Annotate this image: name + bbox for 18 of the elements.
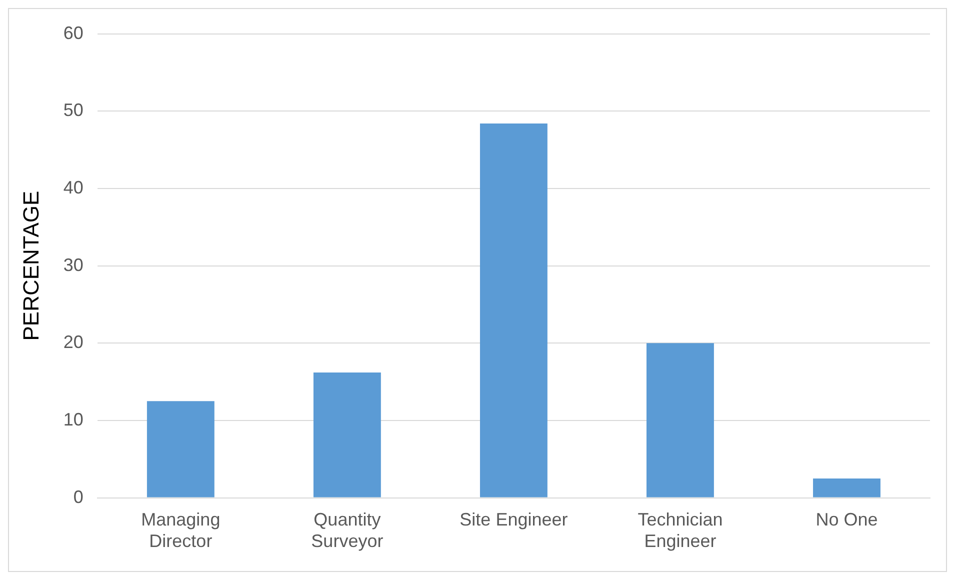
x-tick-label: Technician Engineer [638,510,723,552]
bar [480,124,548,498]
x-tick-label: Quantity Surveyor [311,510,384,552]
x-tick-label: Site Engineer [460,510,568,530]
y-tick-label: 30 [63,254,84,275]
x-tick-label: No One [816,510,878,530]
bar [146,401,214,498]
y-tick-label: 40 [63,177,84,198]
y-tick-label: 60 [63,22,84,43]
bar [646,343,714,498]
bar [813,478,880,498]
y-tick-label: 10 [63,409,84,430]
y-tick-label: 50 [63,100,84,120]
x-tick-label: Managing Director [141,510,220,552]
y-tick-label: 0 [73,486,84,507]
y-axis-title: PERCENTAGE [18,190,44,341]
bar [313,372,381,498]
y-tick-label: 20 [63,332,84,352]
